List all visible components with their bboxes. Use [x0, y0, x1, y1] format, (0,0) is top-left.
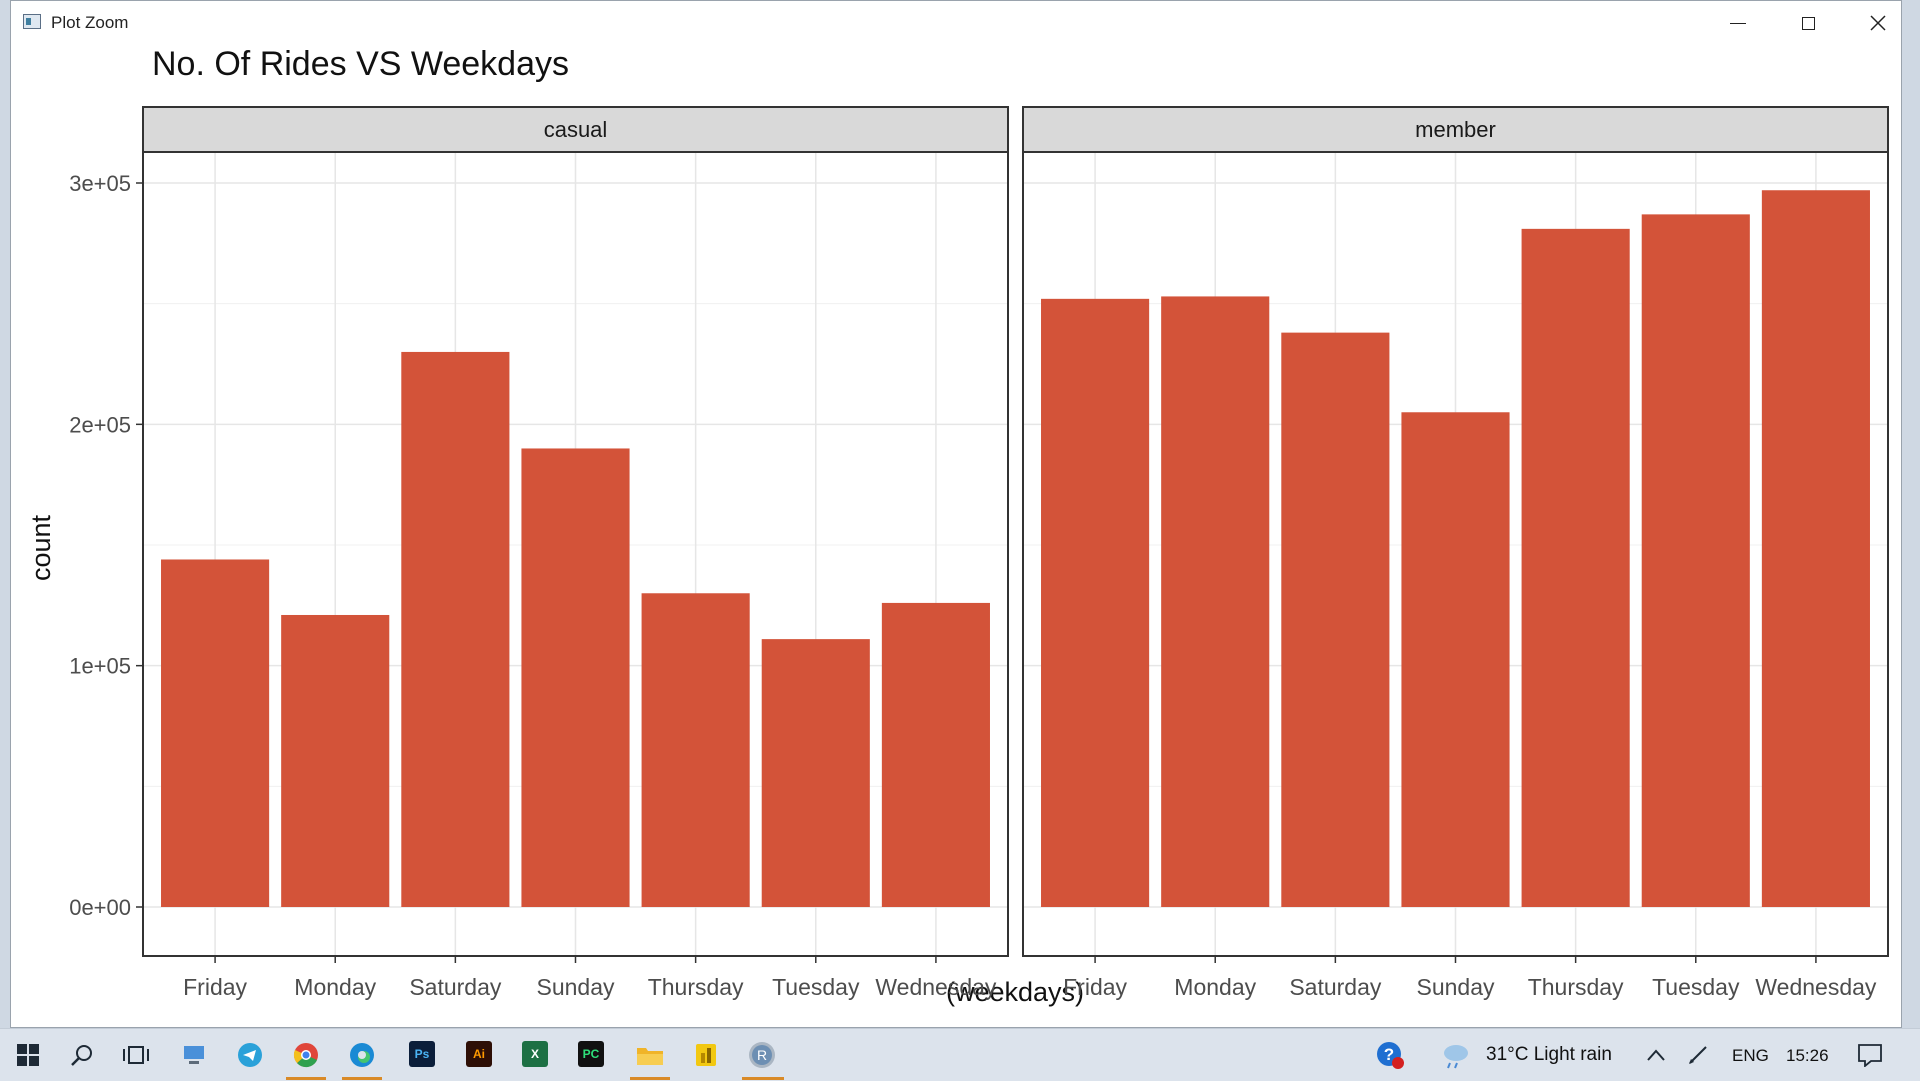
power-bi-icon[interactable] — [690, 1039, 722, 1071]
file-explorer-icon[interactable] — [634, 1039, 666, 1071]
plot-window-icon — [23, 14, 41, 29]
x-tick-label: Sunday — [1416, 974, 1495, 1000]
bar-member-tuesday — [1641, 214, 1750, 907]
x-tick-label: Thursday — [648, 974, 744, 1000]
taskbar: Ps Ai X PC R ? 31°C Light rain ENG 15:26 — [0, 1028, 1920, 1081]
weather-text[interactable]: 31°C Light rain — [1486, 1044, 1612, 1065]
facet-strip-member — [1022, 106, 1889, 153]
x-tick-label: Saturday — [1289, 974, 1382, 1000]
r-icon[interactable]: R — [746, 1039, 778, 1071]
help-icon[interactable]: ? — [1374, 1039, 1406, 1071]
close-button[interactable] — [1843, 1, 1913, 45]
bar-member-sunday — [1401, 412, 1510, 907]
facet-label-casual: casual — [544, 117, 608, 142]
plot-area: Friday Monday Saturday Sunday Thursday Tuesda… — [69, 106, 1889, 1000]
illustrator-icon[interactable]: Ai — [466, 1041, 492, 1067]
pycharm-icon[interactable]: PC — [578, 1041, 604, 1067]
bar-casual-friday — [161, 559, 270, 907]
y-tick-label: 0e+00 — [69, 895, 131, 920]
x-tick-label: Tuesday — [772, 974, 860, 1000]
r-active-indicator — [742, 1077, 784, 1080]
bar-casual-sunday — [521, 448, 630, 907]
computer-icon[interactable] — [178, 1039, 210, 1071]
bar-casual-thursday — [641, 593, 750, 907]
explorer-active-indicator — [630, 1077, 670, 1080]
language-indicator[interactable]: ENG — [1732, 1046, 1769, 1065]
minimize-button[interactable] — [1703, 1, 1773, 45]
bar-member-friday — [1041, 298, 1150, 908]
minimize-icon — [1730, 22, 1746, 24]
window-title: Plot Zoom — [51, 13, 129, 32]
telegram-icon[interactable] — [234, 1039, 266, 1071]
y-tick-label: 1e+05 — [69, 654, 131, 679]
bar-member-wednesday — [1761, 190, 1870, 908]
close-icon — [1870, 15, 1886, 31]
x-tick-label: Monday — [294, 974, 376, 1000]
title-bar[interactable]: Plot Zoom — [11, 1, 1901, 45]
x-tick-label: Friday — [1063, 974, 1127, 1000]
facet-label-member: member — [1415, 117, 1496, 142]
weather-icon[interactable] — [1440, 1039, 1472, 1071]
chrome-icon[interactable] — [290, 1039, 322, 1071]
r-icon-label: R — [757, 1047, 767, 1063]
bar-member-monday — [1161, 296, 1270, 908]
clock[interactable]: 15:26 — [1786, 1046, 1829, 1065]
y-axis-label: count — [26, 514, 56, 581]
photoshop-icon[interactable]: Ps — [409, 1041, 435, 1067]
edge-active-indicator — [342, 1077, 382, 1080]
windows-start-icon[interactable] — [12, 1039, 44, 1071]
chart-title: No. Of Rides VS Weekdays — [152, 45, 569, 83]
bar-casual-wednesday — [881, 602, 990, 907]
x-tick-label: Saturday — [409, 974, 502, 1000]
x-tick-label: Monday — [1174, 974, 1256, 1000]
edge-icon[interactable] — [346, 1039, 378, 1071]
maximize-icon — [1801, 16, 1815, 30]
pen-icon[interactable] — [1682, 1039, 1714, 1071]
x-axis-label: (weekdays) — [946, 977, 1084, 1007]
excel-icon[interactable]: X — [522, 1041, 548, 1067]
x-tick-label: Wednesday — [1755, 974, 1877, 1000]
bar-casual-tuesday — [761, 639, 870, 907]
chrome-active-indicator — [286, 1077, 326, 1080]
facet-strip-casual — [142, 106, 1009, 153]
x-tick-label: Thursday — [1528, 974, 1624, 1000]
maximize-button[interactable] — [1773, 1, 1843, 45]
bar-chart: No. Of Rides VS Weekdays count (weekdays… — [26, 45, 1889, 1007]
task-view-icon[interactable] — [120, 1039, 152, 1071]
plot-zoom-window: Plot Zoom No. Of Rides VS Weekdays count… — [10, 0, 1902, 1028]
search-icon[interactable] — [66, 1039, 98, 1071]
y-tick-label: 3e+05 — [69, 171, 131, 196]
bar-casual-monday — [281, 614, 390, 907]
notification-icon[interactable] — [1854, 1039, 1886, 1071]
chevron-up-icon[interactable] — [1640, 1039, 1672, 1071]
x-tick-label: Wednesday — [875, 974, 997, 1000]
svg-text:?: ? — [1384, 1045, 1394, 1064]
bar-member-saturday — [1281, 332, 1390, 907]
bar-member-thursday — [1521, 228, 1630, 907]
x-tick-label: Tuesday — [1652, 974, 1740, 1000]
y-tick-label: 2e+05 — [69, 412, 131, 437]
x-tick-label: Sunday — [536, 974, 615, 1000]
bar-casual-saturday — [401, 351, 510, 907]
x-tick-label: Friday — [183, 974, 247, 1000]
